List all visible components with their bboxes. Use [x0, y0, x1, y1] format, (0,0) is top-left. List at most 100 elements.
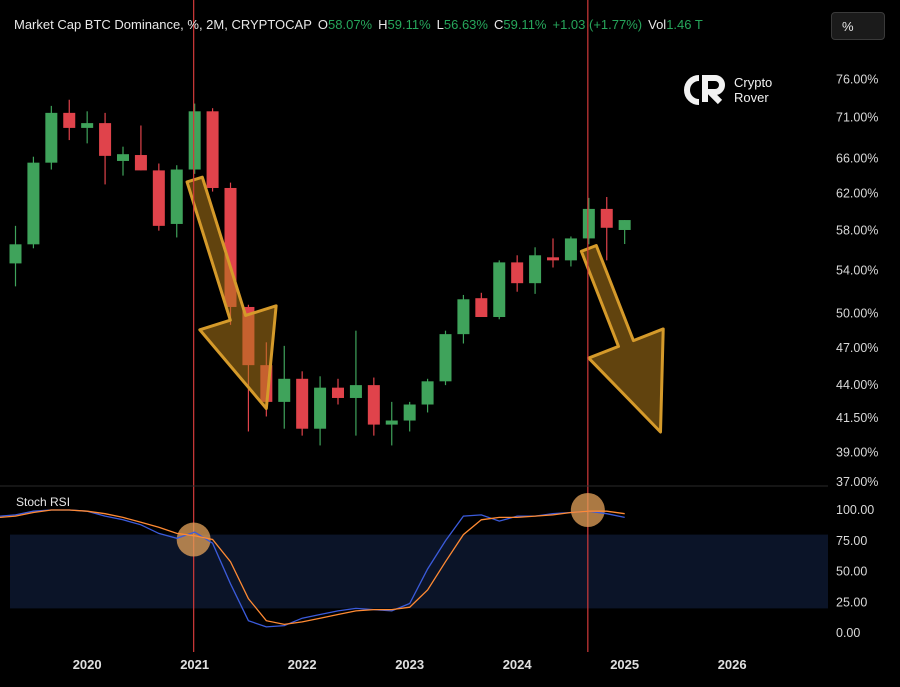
- price-tick-label: 62.00%: [836, 186, 878, 200]
- candle: [439, 330, 452, 386]
- candle: [475, 292, 488, 318]
- candle-body: [27, 162, 40, 245]
- time-tick-label: 2021: [180, 657, 209, 672]
- candle-body: [296, 378, 309, 429]
- candle-body: [9, 244, 22, 264]
- candle: [618, 220, 631, 245]
- candle: [63, 99, 76, 141]
- volume-label: Vol: [648, 17, 667, 32]
- candle: [582, 197, 595, 245]
- time-axis[interactable]: 2020 2021 2022 2023 2024 2025 2026: [73, 657, 747, 672]
- candle: [564, 236, 577, 267]
- price-tick-label: 76.00%: [836, 73, 878, 87]
- time-tick-label: 2025: [610, 657, 639, 672]
- price-axis[interactable]: 76.00% 71.00% 66.00% 62.00% 58.00% 54.00% 50.0…: [836, 73, 878, 489]
- indicator-axis[interactable]: 100.00 75.00 50.00 25.00 0.00: [836, 503, 874, 640]
- close-value: 59.11%: [503, 17, 547, 32]
- volume-value: 1.46 T: [666, 17, 703, 32]
- symbol-title[interactable]: Market Cap BTC Dominance, %, 2M, CRYPTOC…: [14, 17, 312, 32]
- brand-line-2: Rover: [734, 90, 769, 105]
- candle-body: [152, 170, 165, 226]
- candle: [349, 330, 362, 436]
- price-tick-label: 54.00%: [836, 264, 878, 278]
- candle: [493, 260, 506, 320]
- trend-arrow[interactable]: [185, 175, 278, 410]
- trend-arrow[interactable]: [579, 244, 665, 434]
- candle: [9, 225, 22, 287]
- candle: [529, 247, 542, 294]
- price-tick-label: 50.00%: [836, 307, 878, 321]
- candle: [367, 377, 380, 436]
- high-label: H: [378, 17, 388, 32]
- candle-body: [117, 154, 129, 161]
- candle-body: [170, 169, 183, 224]
- price-tick-label: 71.00%: [836, 111, 878, 125]
- annotations: [176, 0, 665, 652]
- stoch-d-line: [0, 509, 625, 626]
- candle-body: [582, 208, 595, 239]
- candle-body: [421, 381, 434, 405]
- candle: [206, 108, 219, 192]
- candle-body: [314, 387, 327, 429]
- candle: [278, 345, 291, 429]
- indicator-tick-label: 100.00: [836, 503, 874, 517]
- candle-body: [493, 262, 506, 318]
- percent-scale-button[interactable]: %: [831, 12, 885, 40]
- candle-body: [278, 378, 291, 402]
- brand-name: Crypto Rover: [734, 75, 772, 105]
- candle-body: [457, 299, 470, 335]
- high-value: 59.11%: [387, 17, 431, 32]
- open-label: O: [317, 17, 329, 32]
- open-value: 58.07%: [328, 17, 373, 32]
- stoch-rsi-band: [10, 534, 828, 609]
- candle-body: [206, 111, 219, 188]
- candle-body: [564, 238, 577, 261]
- candle-body: [439, 334, 452, 382]
- candle-body: [475, 298, 488, 318]
- stoch-k-line: [0, 509, 625, 628]
- candle: [403, 401, 416, 432]
- candle: [314, 376, 327, 446]
- candle-body: [618, 220, 631, 230]
- candle: [134, 125, 147, 171]
- price-tick-label: 66.00%: [836, 151, 878, 165]
- candle: [81, 111, 94, 144]
- time-tick-label: 2026: [718, 657, 747, 672]
- signal-marker[interactable]: [176, 522, 211, 557]
- candle: [99, 112, 112, 185]
- price-tick-label: 44.00%: [836, 378, 878, 392]
- candle-body: [403, 404, 416, 421]
- candle: [152, 163, 165, 231]
- candle-body: [529, 255, 542, 284]
- time-tick-label: 2020: [73, 657, 102, 672]
- price-tick-label: 41.50%: [836, 411, 878, 425]
- candle-body: [81, 123, 94, 128]
- indicator-tick-label: 50.00: [836, 565, 867, 579]
- candle-body: [547, 257, 559, 261]
- time-tick-label: 2023: [395, 657, 424, 672]
- close-label: C: [493, 17, 504, 32]
- candle: [332, 378, 344, 405]
- candles: [9, 99, 631, 446]
- candle-body: [134, 155, 147, 171]
- price-tick-label: 58.00%: [836, 224, 878, 238]
- candle: [45, 105, 58, 170]
- brand-line-1: Crypto: [734, 75, 773, 90]
- signal-marker[interactable]: [570, 493, 605, 527]
- change-value: +1.03 (+1.77%): [552, 17, 643, 32]
- candle-body: [45, 112, 58, 163]
- candle: [511, 255, 524, 292]
- candle: [296, 371, 309, 436]
- time-tick-label: 2022: [288, 657, 317, 672]
- price-tick-label: 39.00%: [836, 446, 878, 460]
- brand-logo-icon: [684, 75, 725, 105]
- candle-body: [332, 387, 344, 398]
- low-label: L: [436, 17, 444, 32]
- candle-body: [367, 385, 380, 425]
- symbol-header: Market Cap BTC Dominance, %, 2M, CRYPTOC…: [14, 17, 703, 32]
- indicator-title[interactable]: Stoch RSI: [16, 495, 71, 509]
- candle: [188, 103, 201, 174]
- candle-body: [349, 385, 362, 398]
- indicator-tick-label: 0.00: [836, 626, 860, 640]
